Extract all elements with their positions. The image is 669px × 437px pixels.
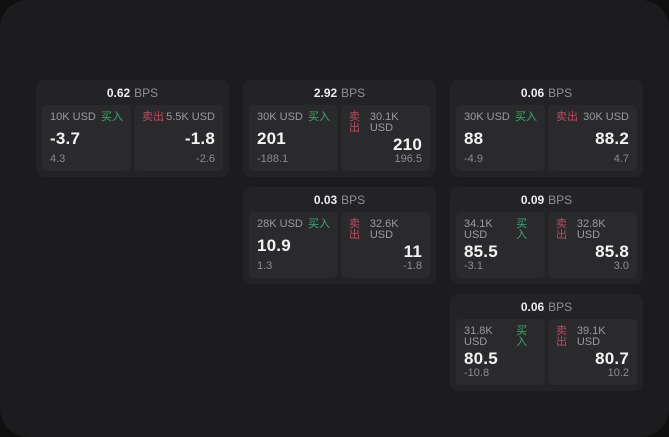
spread-value: 2.92 xyxy=(313,85,338,100)
buy-price: 85.5 xyxy=(464,241,498,261)
spread-header: 0.62 BPS xyxy=(42,80,223,105)
buy-amount: 28K USD xyxy=(257,218,303,230)
sell-change: -2.6 xyxy=(196,153,215,165)
sell-side-label: 卖出 xyxy=(349,111,360,134)
spread-value: 0.09 xyxy=(520,192,545,207)
spread-header: 2.92 BPS xyxy=(249,80,430,105)
spread-unit-label: BPS xyxy=(341,85,366,100)
spread-unit-label: BPS xyxy=(341,192,366,207)
sell-amount: 32.8K USD xyxy=(576,218,606,241)
buy-side-label: 买入 xyxy=(308,111,330,123)
sell-price: 11 xyxy=(403,241,422,261)
spread-unit-label: BPS xyxy=(548,192,573,207)
buy-side-label: 买入 xyxy=(101,111,123,123)
spread-value: 0.03 xyxy=(313,192,338,207)
buy-amount: 31.8K USD xyxy=(464,325,493,348)
sell-change: 3.0 xyxy=(613,260,629,272)
quote-board: 0.62 BPS 10K USD 买入 -3.7 4.3 卖出 5.5K USD… xyxy=(36,80,643,391)
spread-value: 0.62 xyxy=(106,85,131,100)
quote-card: 0.03 BPS 28K USD 买入 10.9 1.3 卖出 32.6K US… xyxy=(243,187,436,284)
buy-side-label: 买入 xyxy=(516,325,528,348)
quote-card-body: 28K USD 买入 10.9 1.3 卖出 32.6K USD 11 -1.8 xyxy=(249,212,430,278)
sell-amount: 39.1K USD xyxy=(576,325,606,348)
buy-side-label: 买入 xyxy=(516,218,528,241)
quote-card: 2.92 BPS 30K USD 买入 201 -188.1 卖出 30.1K … xyxy=(243,80,436,177)
spread-header: 0.03 BPS xyxy=(249,187,430,212)
buy-change: -10.8 xyxy=(464,367,490,379)
sell-side-label: 卖出 xyxy=(142,111,164,123)
sell-price: 80.7 xyxy=(595,348,629,368)
buy-change: 4.3 xyxy=(50,153,66,165)
sell-change: 196.5 xyxy=(394,153,422,165)
buy-price: 88 xyxy=(464,129,484,148)
quote-card-body: 30K USD 买入 201 -188.1 卖出 30.1K USD 210 1… xyxy=(249,105,430,171)
buy-panel[interactable]: 31.8K USD 买入 80.5 -10.8 xyxy=(456,319,545,385)
spread-header: 0.09 BPS xyxy=(456,187,637,212)
sell-price: 210 xyxy=(393,134,422,154)
quote-card-body: 34.1K USD 买入 85.5 -3.1 卖出 32.8K USD 85.8… xyxy=(456,212,637,278)
spread-header: 0.06 BPS xyxy=(456,80,637,105)
sell-panel[interactable]: 卖出 32.6K USD 11 -1.8 xyxy=(341,212,430,278)
buy-side-label: 买入 xyxy=(308,218,330,230)
sell-side-label: 卖出 xyxy=(556,218,567,241)
sell-side-label: 卖出 xyxy=(556,325,567,348)
buy-panel[interactable]: 10K USD 买入 -3.7 4.3 xyxy=(42,105,131,171)
buy-price: 10.9 xyxy=(257,236,291,255)
buy-change: 1.3 xyxy=(257,260,273,272)
spread-value: 0.06 xyxy=(520,299,545,314)
spread-unit-label: BPS xyxy=(548,299,573,314)
quote-card-body: 30K USD 买入 88 -4.9 卖出 30K USD 88.2 4.7 xyxy=(456,105,637,171)
sell-panel[interactable]: 卖出 30.1K USD 210 196.5 xyxy=(341,105,430,171)
buy-change: -188.1 xyxy=(257,153,289,165)
sell-change: 10.2 xyxy=(607,367,629,379)
sell-amount: 32.6K USD xyxy=(369,218,399,241)
sell-amount: 5.5K USD xyxy=(166,111,215,123)
buy-panel[interactable]: 30K USD 买入 88 -4.9 xyxy=(456,105,545,171)
sell-amount: 30.1K USD xyxy=(369,111,399,134)
buy-panel[interactable]: 28K USD 买入 10.9 1.3 xyxy=(249,212,338,278)
sell-side-label: 卖出 xyxy=(556,111,578,123)
spread-unit-label: BPS xyxy=(134,85,159,100)
buy-amount: 10K USD xyxy=(50,111,96,123)
buy-change: -3.1 xyxy=(464,260,483,272)
quote-card: 0.06 BPS 30K USD 买入 88 -4.9 卖出 30K USD 8… xyxy=(450,80,643,177)
sell-panel[interactable]: 卖出 32.8K USD 85.8 3.0 xyxy=(548,212,637,278)
buy-amount: 30K USD xyxy=(464,111,510,123)
spread-header: 0.06 BPS xyxy=(456,294,637,319)
quote-card: 0.62 BPS 10K USD 买入 -3.7 4.3 卖出 5.5K USD… xyxy=(36,80,229,177)
sell-price: 85.8 xyxy=(595,241,629,261)
spread-value: 0.06 xyxy=(520,85,545,100)
buy-side-label: 买入 xyxy=(515,111,537,123)
sell-price: -1.8 xyxy=(184,129,215,148)
sell-change: 4.7 xyxy=(613,153,629,165)
sell-price: 88.2 xyxy=(595,129,629,148)
buy-price: -3.7 xyxy=(50,129,81,148)
buy-price: 201 xyxy=(257,129,286,148)
sell-panel[interactable]: 卖出 39.1K USD 80.7 10.2 xyxy=(548,319,637,385)
quote-card: 0.06 BPS 31.8K USD 买入 80.5 -10.8 卖出 39.1… xyxy=(450,294,643,391)
quote-card: 0.09 BPS 34.1K USD 买入 85.5 -3.1 卖出 32.8K… xyxy=(450,187,643,284)
sell-panel[interactable]: 卖出 30K USD 88.2 4.7 xyxy=(548,105,637,171)
buy-panel[interactable]: 30K USD 买入 201 -188.1 xyxy=(249,105,338,171)
sell-change: -1.8 xyxy=(403,260,422,272)
buy-amount: 34.1K USD xyxy=(464,218,493,241)
sell-side-label: 卖出 xyxy=(349,218,360,241)
buy-price: 80.5 xyxy=(464,348,498,368)
sell-amount: 30K USD xyxy=(583,111,629,123)
buy-panel[interactable]: 34.1K USD 买入 85.5 -3.1 xyxy=(456,212,545,278)
quote-card-body: 10K USD 买入 -3.7 4.3 卖出 5.5K USD -1.8 -2.… xyxy=(42,105,223,171)
buy-change: -4.9 xyxy=(464,153,483,165)
spread-unit-label: BPS xyxy=(548,85,573,100)
buy-amount: 30K USD xyxy=(257,111,303,123)
sell-panel[interactable]: 卖出 5.5K USD -1.8 -2.6 xyxy=(134,105,223,171)
quote-card-body: 31.8K USD 买入 80.5 -10.8 卖出 39.1K USD 80.… xyxy=(456,319,637,385)
